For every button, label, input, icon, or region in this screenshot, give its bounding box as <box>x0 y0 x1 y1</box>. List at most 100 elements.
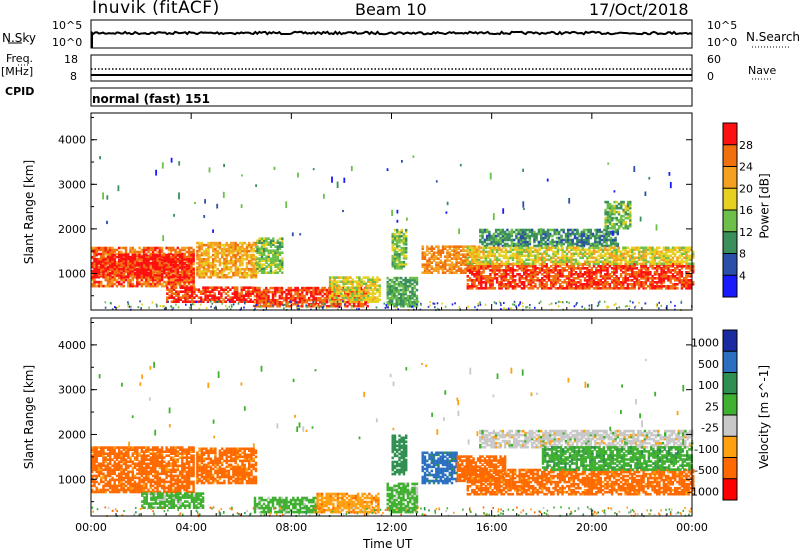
power-cell <box>236 245 240 249</box>
power-cell <box>430 271 433 274</box>
power-cell <box>633 252 636 256</box>
power-cell <box>181 300 185 303</box>
power-cell <box>537 242 541 246</box>
power-cell <box>269 271 273 274</box>
power-cell <box>214 259 217 263</box>
power-cell <box>205 269 208 273</box>
power-cell <box>371 292 375 295</box>
power-cell <box>678 263 681 266</box>
power-cell <box>245 286 248 289</box>
power-cell <box>97 257 101 261</box>
power-cell <box>541 263 544 266</box>
power-cell <box>374 278 377 281</box>
power-cell <box>559 273 562 276</box>
power-cell <box>276 286 279 290</box>
power-cell <box>571 244 574 248</box>
power-cell <box>158 267 161 271</box>
power-cell <box>213 296 216 299</box>
power-cell <box>473 269 476 272</box>
power-cell <box>234 259 237 263</box>
power-cell <box>186 300 189 303</box>
power-cell <box>122 280 125 284</box>
power-cell <box>197 290 201 293</box>
power-cell <box>538 279 542 282</box>
power-cell <box>473 285 476 288</box>
power-cell <box>597 283 600 286</box>
power-cell <box>631 254 634 258</box>
power-cell <box>247 294 250 297</box>
power-cell <box>188 300 192 303</box>
power-cell <box>579 262 582 266</box>
power-cell <box>296 300 299 304</box>
power-cell <box>615 281 618 284</box>
power-cell <box>176 280 179 284</box>
power-cell <box>391 244 394 248</box>
power-cell <box>423 269 427 272</box>
power-cell <box>471 281 474 284</box>
power-cell <box>254 249 258 253</box>
power-cell <box>358 290 361 293</box>
power-cell <box>628 265 632 268</box>
power-cell <box>480 265 483 268</box>
power-cell <box>127 282 130 286</box>
power-cell <box>471 258 474 262</box>
power-cell <box>439 249 442 252</box>
power-cell <box>187 248 191 252</box>
power-cell <box>499 242 502 246</box>
power-cell <box>156 284 159 288</box>
power-cell <box>626 273 629 276</box>
power-cell <box>230 243 233 247</box>
power-cell <box>232 259 235 263</box>
power-cell <box>209 263 213 267</box>
power-cell <box>660 281 663 284</box>
power-cell <box>542 230 545 234</box>
power-cell <box>365 284 368 287</box>
power-cell <box>555 230 559 234</box>
power-cell <box>544 240 547 244</box>
power-cell <box>553 228 556 232</box>
power-cell <box>181 284 184 288</box>
power-cell <box>395 304 398 308</box>
power-cell <box>589 234 592 238</box>
power-cell <box>687 267 690 270</box>
power-cell <box>111 280 114 284</box>
power-cell <box>367 296 370 299</box>
power-cell <box>649 285 652 288</box>
power-cell <box>490 240 493 244</box>
power-cell <box>572 283 575 286</box>
power-cell <box>597 279 600 282</box>
power-cell <box>260 249 264 252</box>
power-cell <box>475 277 478 280</box>
power-cell <box>199 292 203 295</box>
noise-tick-top: 10^5 <box>52 19 83 32</box>
power-cell <box>518 273 521 276</box>
power-cell <box>550 283 553 286</box>
power-cell <box>124 278 128 282</box>
power-cell <box>393 255 397 258</box>
power-cell <box>662 256 666 260</box>
power-cell <box>504 252 508 256</box>
power-cell <box>170 292 173 295</box>
power-cell <box>626 279 629 282</box>
power-cell <box>622 285 625 288</box>
power-cell <box>340 292 343 295</box>
power-cell <box>258 241 261 244</box>
power-cell <box>610 260 614 264</box>
power-cell <box>504 273 508 276</box>
power-cell <box>260 265 264 268</box>
power-cell <box>248 243 251 247</box>
power-cell <box>527 269 530 272</box>
power-cell <box>256 288 259 292</box>
power-cell <box>590 246 593 250</box>
power-cell <box>545 273 548 276</box>
power-cell <box>484 267 488 270</box>
power-cell <box>272 251 275 254</box>
power-cell <box>142 273 146 277</box>
power-cell <box>519 232 523 236</box>
power-cell <box>674 285 677 288</box>
power-cell <box>220 296 223 299</box>
power-cell <box>316 292 320 296</box>
power-cell <box>540 240 543 244</box>
power-cell <box>187 246 191 250</box>
power-cell <box>95 275 98 279</box>
